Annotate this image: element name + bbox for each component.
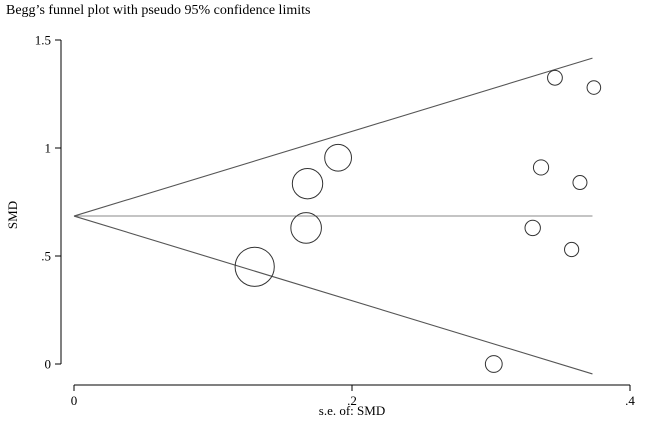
x-tick-label: .4 xyxy=(625,393,635,408)
upper-confidence-limit-line xyxy=(73,57,593,217)
chart-title: Begg’s funnel plot with pseudo 95% confi… xyxy=(6,3,310,18)
study-point xyxy=(532,159,550,176)
study-point xyxy=(564,241,580,258)
study-point xyxy=(234,246,275,287)
study-point xyxy=(484,355,503,373)
y-tick-label: .5 xyxy=(41,249,51,264)
x-axis-title: s.e. of: SMD xyxy=(319,403,385,418)
y-axis-title: SMD xyxy=(5,201,20,229)
confidence-limit-lines xyxy=(73,57,593,375)
study-point xyxy=(291,167,324,200)
x-tick-label: 0 xyxy=(71,393,78,408)
study-point xyxy=(572,175,588,191)
study-point xyxy=(547,69,563,86)
axes: 0 .5 1 1.5 0 .2 .4 xyxy=(35,33,636,409)
y-tick-label: 1.5 xyxy=(35,33,51,48)
study-point xyxy=(324,143,353,172)
y-tick-label: 0 xyxy=(45,357,52,372)
study-point xyxy=(290,212,322,244)
study-point xyxy=(524,219,541,237)
study-point xyxy=(586,80,602,95)
data-points xyxy=(234,69,602,373)
x-tick-label: .2 xyxy=(347,393,357,408)
y-tick-label: 1 xyxy=(45,141,52,156)
lower-confidence-limit-line xyxy=(73,215,593,375)
